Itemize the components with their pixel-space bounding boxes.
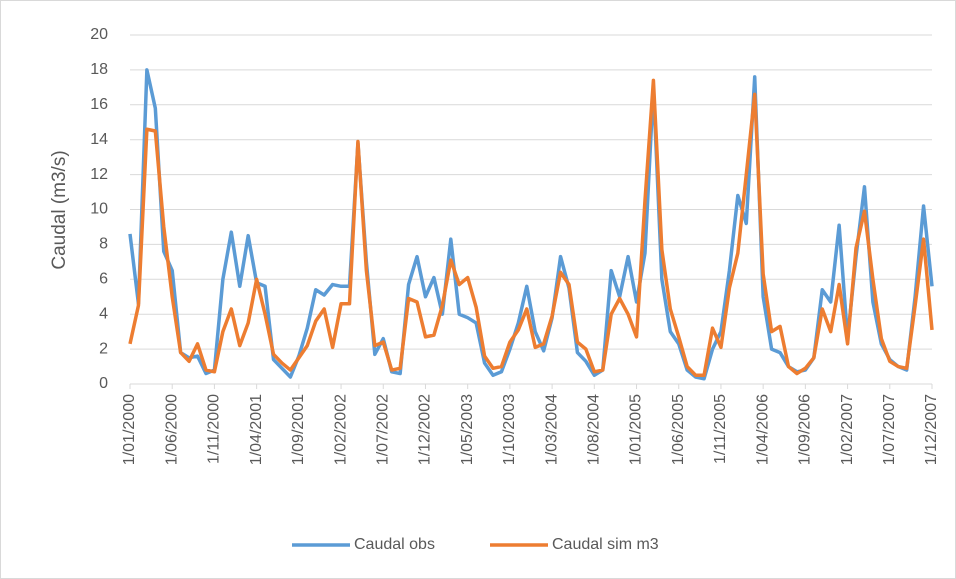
- x-tick-label: 1/12/2007: [923, 394, 940, 465]
- x-tick-label: 1/12/2002: [417, 394, 434, 465]
- legend-label: Caudal sim m3: [552, 536, 659, 553]
- x-tick-label: 1/03/2004: [543, 394, 560, 465]
- x-tick-label: 1/07/2002: [374, 394, 391, 465]
- x-tick-label: 1/01/2000: [121, 394, 138, 465]
- y-tick-label: 18: [90, 61, 108, 78]
- y-tick-label: 0: [99, 375, 108, 392]
- y-tick-label: 14: [90, 131, 108, 148]
- y-tick-label: 20: [90, 26, 108, 43]
- y-tick-label: 8: [99, 236, 108, 253]
- line-series: [128, 78, 934, 378]
- x-tick-label: 1/09/2006: [797, 394, 814, 465]
- y-tick-label: 2: [99, 340, 108, 357]
- x-tick-label: 1/06/2005: [670, 394, 687, 465]
- y-axis-title: Caudal (m3/s): [49, 150, 70, 269]
- x-tick-label: 1/02/2002: [332, 394, 349, 465]
- y-tick-label: 10: [90, 201, 108, 218]
- y-tick-label: 12: [90, 166, 108, 183]
- x-tick-label: 1/09/2001: [290, 394, 307, 465]
- x-tick-label: 1/07/2007: [881, 394, 898, 465]
- x-tick-label: 1/08/2004: [586, 394, 603, 465]
- x-tick-label: 1/11/2000: [206, 394, 223, 464]
- y-tick-label: 6: [99, 271, 108, 288]
- x-tick-label: 1/10/2003: [501, 394, 518, 465]
- x-tick-label: 1/02/2007: [839, 394, 856, 465]
- x-tick-label: 1/04/2001: [248, 394, 265, 465]
- x-tick-label: 1/11/2005: [712, 394, 729, 464]
- x-tick-label: 1/04/2006: [754, 394, 771, 465]
- y-tick-label: 4: [99, 305, 108, 322]
- x-tick-label: 1/06/2000: [163, 394, 180, 465]
- x-tick-label: 1/05/2003: [459, 394, 476, 465]
- x-tick-label: 1/01/2005: [628, 394, 645, 465]
- legend-label: Caudal obs: [354, 536, 435, 553]
- y-tick-label: 16: [90, 96, 108, 113]
